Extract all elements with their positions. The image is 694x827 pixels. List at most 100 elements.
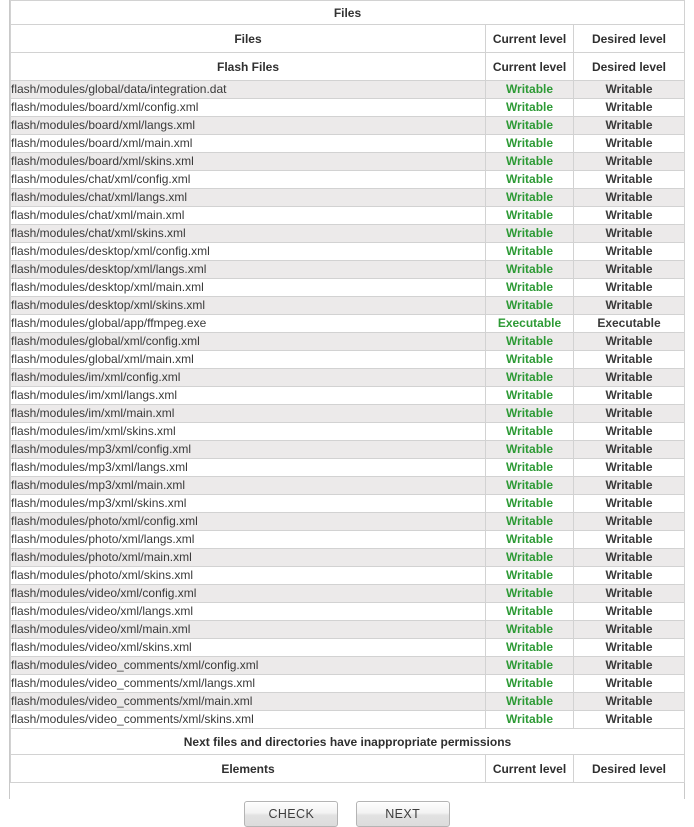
table-row: flash/modules/video_comments/xml/config.… <box>10 656 685 675</box>
desired-level-cell: Writable <box>573 458 685 477</box>
desired-level-cell: Writable <box>573 440 685 459</box>
current-level-cell: Writable <box>485 458 574 477</box>
current-level-cell: Writable <box>485 674 574 693</box>
table-row: flash/modules/global/xml/config.xml Writa… <box>10 332 685 351</box>
current-level-cell: Writable <box>485 242 574 261</box>
current-level-cell: Writable <box>485 512 574 531</box>
file-path-cell: flash/modules/chat/xml/main.xml <box>10 206 486 225</box>
file-path-cell: flash/modules/video/xml/main.xml <box>10 620 486 639</box>
next-button[interactable]: NEXT <box>355 801 450 827</box>
desired-level-cell: Writable <box>573 692 685 711</box>
notice-text: Next files and directories have inapprop… <box>10 728 685 755</box>
table-row: flash/modules/im/xml/main.xml Writable Wri… <box>10 404 685 423</box>
current-level-cell: Writable <box>485 296 574 315</box>
desired-level-cell: Writable <box>573 242 685 261</box>
notice-row: Next files and directories have inapprop… <box>10 728 685 755</box>
table-row: flash/modules/photo/xml/langs.xml Writabl… <box>10 530 685 549</box>
desired-level-cell: Writable <box>573 530 685 549</box>
desired-level-cell: Writable <box>573 206 685 225</box>
current-level-cell: Writable <box>485 476 574 495</box>
table-row: flash/modules/video/xml/skins.xml Writabl… <box>10 638 685 657</box>
desired-level-cell: Writable <box>573 296 685 315</box>
table-row: flash/modules/video/xml/langs.xml Writabl… <box>10 602 685 621</box>
desired-level-cell: Writable <box>573 656 685 675</box>
desired-level-cell: Writable <box>573 584 685 603</box>
file-path-cell: flash/modules/desktop/xml/config.xml <box>10 242 486 261</box>
file-path-cell: flash/modules/chat/xml/langs.xml <box>10 188 486 207</box>
page-root: Files Files Current level Desired level … <box>9 0 685 827</box>
file-path-cell: flash/modules/im/xml/skins.xml <box>10 422 486 441</box>
file-path-cell: flash/modules/global/xml/main.xml <box>10 350 486 369</box>
file-path-cell: flash/modules/global/app/ffmpeg.exe <box>10 314 486 333</box>
current-level-cell: Writable <box>485 710 574 729</box>
file-path-cell: flash/modules/board/xml/skins.xml <box>10 152 486 171</box>
file-path-cell: flash/modules/board/xml/config.xml <box>10 98 486 117</box>
file-path-cell: flash/modules/desktop/xml/main.xml <box>10 278 486 297</box>
table-row: flash/modules/video/xml/main.xml Writable… <box>10 620 685 639</box>
file-path-cell: flash/modules/video/xml/skins.xml <box>10 638 486 657</box>
desired-level-cell: Writable <box>573 602 685 621</box>
table-row: flash/modules/chat/xml/main.xml Writable W… <box>10 206 685 225</box>
desired-level-cell: Writable <box>573 404 685 423</box>
desired-level-cell: Writable <box>573 620 685 639</box>
file-path-cell: flash/modules/photo/xml/langs.xml <box>10 530 486 549</box>
file-path-cell: flash/modules/video_comments/xml/main.xm… <box>10 692 486 711</box>
desired-level-cell: Writable <box>573 512 685 531</box>
file-path-cell: flash/modules/mp3/xml/config.xml <box>10 440 486 459</box>
desired-level-cell: Writable <box>573 476 685 495</box>
table-header-row-flash-files: Flash Files Current level Desired level <box>10 52 685 81</box>
file-path-cell: flash/modules/global/xml/config.xml <box>10 332 486 351</box>
desired-level-cell: Writable <box>573 152 685 171</box>
file-path-cell: flash/modules/board/xml/langs.xml <box>10 116 486 135</box>
column-header-flash-files: Flash Files <box>10 52 486 81</box>
file-path-cell: flash/modules/photo/xml/config.xml <box>10 512 486 531</box>
current-level-cell: Writable <box>485 350 574 369</box>
current-level-cell: Writable <box>485 170 574 189</box>
permissions-table: Files Files Current level Desired level … <box>10 0 685 783</box>
table-row: flash/modules/photo/xml/skins.xml Writabl… <box>10 566 685 585</box>
current-level-cell: Writable <box>485 152 574 171</box>
table-row: flash/modules/chat/xml/skins.xml Writable… <box>10 224 685 243</box>
column-header-current-level-2: Current level <box>485 52 574 81</box>
table-row: flash/modules/im/xml/langs.xml Writable Wr… <box>10 386 685 405</box>
current-level-cell: Writable <box>485 116 574 135</box>
table-row: flash/modules/mp3/xml/langs.xml Writable W… <box>10 458 685 477</box>
table-header-row-files: Files Current level Desired level <box>10 24 685 53</box>
file-path-cell: flash/modules/chat/xml/config.xml <box>10 170 486 189</box>
table-row: flash/modules/video_comments/xml/skins.x… <box>10 710 685 729</box>
current-level-cell: Writable <box>485 206 574 225</box>
desired-level-cell: Writable <box>573 98 685 117</box>
file-path-cell: flash/modules/board/xml/main.xml <box>10 134 486 153</box>
desired-level-cell: Writable <box>573 170 685 189</box>
table-row: flash/modules/im/xml/skins.xml Writable Wr… <box>10 422 685 441</box>
file-path-cell: flash/modules/video/xml/langs.xml <box>10 602 486 621</box>
table-row: flash/modules/desktop/xml/langs.xml Writa… <box>10 260 685 279</box>
file-path-cell: flash/modules/mp3/xml/langs.xml <box>10 458 486 477</box>
check-button[interactable]: CHECK <box>244 801 339 827</box>
current-level-cell: Writable <box>485 98 574 117</box>
table-row: flash/modules/desktop/xml/main.xml Writab… <box>10 278 685 297</box>
table-footer-header-row: Elements Current level Desired level <box>10 754 685 783</box>
file-path-cell: flash/modules/mp3/xml/skins.xml <box>10 494 486 513</box>
action-button-bar: CHECK NEXT <box>10 783 684 827</box>
file-path-cell: flash/modules/im/xml/config.xml <box>10 368 486 387</box>
current-level-cell: Writable <box>485 692 574 711</box>
current-level-cell: Writable <box>485 548 574 567</box>
file-path-cell: flash/modules/im/xml/main.xml <box>10 404 486 423</box>
current-level-cell: Writable <box>485 422 574 441</box>
desired-level-cell: Writable <box>573 566 685 585</box>
column-header-files: Files <box>10 24 486 53</box>
desired-level-cell: Writable <box>573 80 685 99</box>
current-level-cell: Writable <box>485 386 574 405</box>
table-row: flash/modules/photo/xml/main.xml Writable… <box>10 548 685 567</box>
file-path-cell: flash/modules/photo/xml/main.xml <box>10 548 486 567</box>
table-caption: Files <box>10 0 685 25</box>
current-level-cell: Writable <box>485 80 574 99</box>
page-right-rule <box>684 0 685 799</box>
table-row: flash/modules/global/app/ffmpeg.exe Execu… <box>10 314 685 333</box>
table-row: flash/modules/board/xml/skins.xml Writabl… <box>10 152 685 171</box>
file-path-cell: flash/modules/desktop/xml/skins.xml <box>10 296 486 315</box>
file-path-cell: flash/modules/mp3/xml/main.xml <box>10 476 486 495</box>
table-row: flash/modules/video/xml/config.xml Writab… <box>10 584 685 603</box>
desired-level-cell: Writable <box>573 674 685 693</box>
